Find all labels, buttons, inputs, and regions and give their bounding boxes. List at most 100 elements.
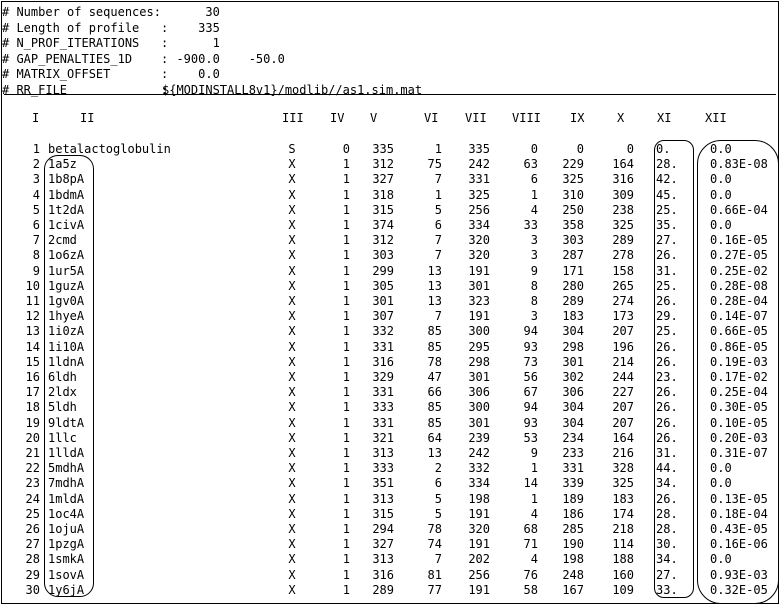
table-cell-xi: 42. xyxy=(656,172,678,187)
table-cell-xii: 0.28E-04 xyxy=(710,294,768,308)
table-cell-v: 316 xyxy=(372,567,394,582)
column-header-iv: IV xyxy=(330,111,345,125)
table-cell-x: 114 xyxy=(612,537,634,552)
table-cell-i: 13 xyxy=(25,324,40,339)
table-cell-ix: 183 xyxy=(562,309,584,324)
table-cell-xi: 27. xyxy=(656,233,678,248)
table-cell-xi: 35. xyxy=(656,218,678,232)
table-cell-x: 183 xyxy=(612,491,634,506)
table-cell-iv: 1 xyxy=(342,385,350,400)
table-cell-ix: 304 xyxy=(562,400,584,415)
table-cell-x: 227 xyxy=(612,385,634,400)
table-cell-vii: 334 xyxy=(468,218,490,232)
table-cell-v: 331 xyxy=(372,339,394,354)
table-cell-viii: 53 xyxy=(523,430,538,445)
table-cell-ii: 1ldnA xyxy=(48,354,85,369)
table-cell-x: 174 xyxy=(612,506,634,521)
table-cell-xii: 0.0 xyxy=(710,552,732,567)
table-cell-x: 188 xyxy=(612,552,634,567)
table-cell-iv: 0 xyxy=(342,142,350,156)
table-cell-x: 325 xyxy=(612,218,634,232)
table-cell-ii: 1sovA xyxy=(48,567,85,582)
table-cell-x: 196 xyxy=(612,339,634,354)
table-cell-viii: 94 xyxy=(523,400,538,415)
table-cell-viii: 3 xyxy=(530,248,538,263)
table-cell-vii: 239 xyxy=(468,430,490,445)
table-cell-ix: 234 xyxy=(562,430,584,445)
table-cell-ii: 1ojuA xyxy=(48,522,85,536)
table-cell-viii: 9 xyxy=(530,263,538,278)
table-cell-xi: 0. xyxy=(656,142,671,156)
table-cell-xi: 26. xyxy=(656,400,678,415)
table-cell-ix: 287 xyxy=(562,248,584,263)
table-cell-xi: 26. xyxy=(656,415,678,430)
table-cell-i: 2 xyxy=(32,157,40,172)
table-cell-ii: 9ldtA xyxy=(48,415,85,430)
table-cell-iii: X xyxy=(288,491,296,506)
table-cell-iii: X xyxy=(288,522,296,536)
table-cell-viii: 8 xyxy=(530,278,538,293)
table-cell-xi: 26. xyxy=(656,248,678,263)
table-cell-vi: 85 xyxy=(427,324,442,339)
table-cell-vi: 5 xyxy=(434,506,442,521)
table-cell-vii: 191 xyxy=(468,263,490,278)
header-value: 1 xyxy=(162,36,220,50)
table-cell-v: 312 xyxy=(372,157,394,172)
table-cell-ix: 304 xyxy=(562,415,584,430)
table-cell-x: 309 xyxy=(612,187,634,202)
table-cell-vi: 81 xyxy=(427,567,442,582)
table-cell-xi: 26. xyxy=(656,339,678,354)
table-cell-iii: X xyxy=(288,537,296,552)
table-cell-i: 14 xyxy=(25,339,40,354)
table-cell-i: 24 xyxy=(25,491,40,506)
table-cell-x: 207 xyxy=(612,415,634,430)
table-cell-ii: 1lldA xyxy=(48,446,85,460)
table-cell-vi: 78 xyxy=(427,522,442,536)
header-key: # GAP_PENALTIES_1D : xyxy=(2,51,169,66)
table-cell-iii: X xyxy=(288,567,296,582)
table-cell-v: 307 xyxy=(372,309,394,324)
table-cell-vi: 85 xyxy=(427,339,442,354)
table-cell-iv: 1 xyxy=(342,370,350,384)
table-cell-vi: 13 xyxy=(427,294,442,308)
table-cell-iv: 1 xyxy=(342,187,350,202)
table-cell-viii: 58 xyxy=(523,582,538,597)
table-cell-vi: 6 xyxy=(434,218,442,232)
table-cell-ii: 1civA xyxy=(48,218,85,232)
table-cell-iv: 1 xyxy=(342,446,350,460)
table-cell-vi: 7 xyxy=(434,233,442,248)
table-cell-iv: 1 xyxy=(342,552,350,567)
table-cell-iii: X xyxy=(288,461,296,476)
table-cell-iv: 1 xyxy=(342,157,350,172)
table-cell-v: 318 xyxy=(372,187,394,202)
table-cell-iii: X xyxy=(288,354,296,369)
table-cell-ii: 1pzgA xyxy=(48,537,85,552)
header-divider xyxy=(4,94,776,95)
table-cell-i: 6 xyxy=(32,218,40,232)
table-cell-xi: 33. xyxy=(656,582,678,597)
table-cell-iv: 1 xyxy=(342,491,350,506)
table-cell-xii: 0.0 xyxy=(710,187,732,202)
table-cell-vi: 47 xyxy=(427,370,442,384)
table-cell-viii: 76 xyxy=(523,567,538,582)
table-cell-xii: 0.93E-03 xyxy=(710,567,768,582)
table-cell-v: 313 xyxy=(372,491,394,506)
table-cell-iii: X xyxy=(288,324,296,339)
table-cell-iv: 1 xyxy=(342,567,350,582)
table-cell-xi: 31. xyxy=(656,446,678,460)
table-cell-viii: 73 xyxy=(523,354,538,369)
table-cell-ix: 310 xyxy=(562,187,584,202)
header-value: -900.0 -50.0 xyxy=(162,51,285,66)
column-header-x: X xyxy=(617,111,625,125)
header-line: # Number of sequences: 30 xyxy=(2,5,220,19)
table-cell-xii: 0.27E-05 xyxy=(710,248,768,263)
table-cell-i: 27 xyxy=(25,537,40,552)
table-cell-vi: 74 xyxy=(427,537,442,552)
table-cell-xii: 0.31E-07 xyxy=(710,446,768,460)
table-cell-iii: X xyxy=(288,233,296,248)
table-cell-iv: 1 xyxy=(342,202,350,217)
table-cell-xi: 31. xyxy=(656,263,678,278)
table-cell-iv: 1 xyxy=(342,172,350,187)
table-cell-vii: 301 xyxy=(468,370,490,384)
table-cell-ii: 7mdhA xyxy=(48,476,85,491)
